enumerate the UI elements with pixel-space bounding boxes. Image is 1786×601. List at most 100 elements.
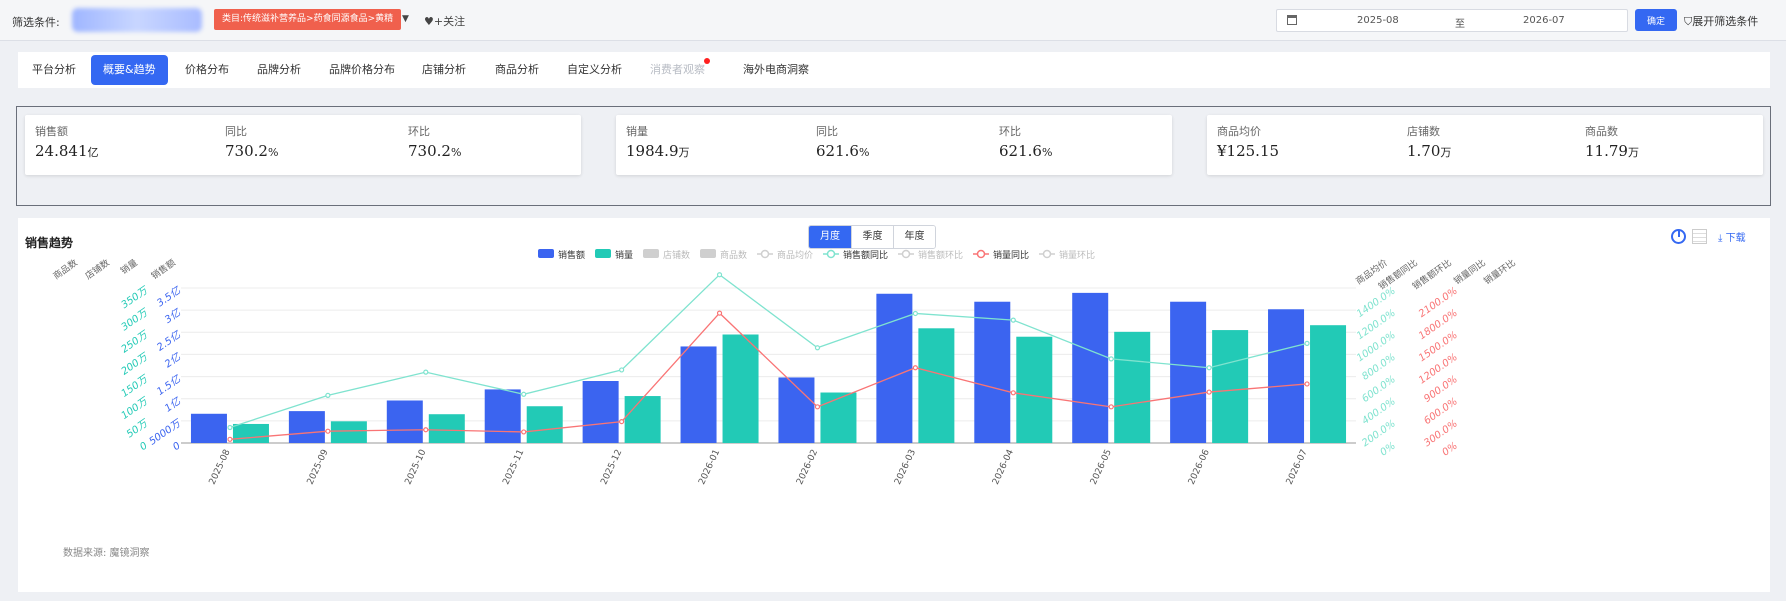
tab-overview-trend[interactable]: 概要&趋势 bbox=[91, 55, 168, 85]
heart-icon: ♥ bbox=[424, 15, 434, 28]
date-end[interactable]: 2026-07 bbox=[1523, 15, 1565, 26]
list-view-icon[interactable] bbox=[1692, 229, 1707, 244]
tab-price-distribution[interactable]: 价格分布 bbox=[185, 63, 229, 76]
right-axis-name: 销量环比 bbox=[1481, 257, 1517, 287]
left-axis-name: 商品数 bbox=[51, 257, 80, 282]
sales-yoy-point bbox=[912, 310, 918, 317]
tab-brand[interactable]: 品牌分析 bbox=[257, 63, 301, 76]
legend-swatch bbox=[901, 249, 911, 259]
legend-swatch bbox=[595, 249, 611, 258]
x-axis-tick: 2026-03 bbox=[893, 448, 918, 486]
sales-yoy-line bbox=[229, 273, 1308, 429]
metric-label: 环比 bbox=[408, 125, 430, 138]
metric-volume-yoy: 同比 621.6% bbox=[816, 123, 869, 160]
legend-label: 销售额 bbox=[558, 249, 585, 261]
metric-value: 1984.9万 bbox=[626, 142, 690, 160]
legend-label: 销售额同比 bbox=[843, 249, 888, 261]
metric-number: 621.6 bbox=[999, 142, 1042, 160]
metric-label: 销售额 bbox=[35, 125, 68, 138]
legend-label: 销量环比 bbox=[1059, 249, 1095, 261]
x-axis-tick: 2025-11 bbox=[501, 448, 526, 486]
metric-number: 24.841 bbox=[35, 142, 88, 160]
chevron-down-icon[interactable]: ▼ bbox=[402, 14, 409, 24]
bar-sales bbox=[1072, 292, 1109, 443]
tab-product[interactable]: 商品分析 bbox=[495, 63, 539, 76]
follow-button[interactable]: ♥+关注 bbox=[424, 13, 465, 29]
sales-axis-tick: 1.5亿 bbox=[155, 373, 184, 398]
confirm-button[interactable]: 确定 bbox=[1635, 9, 1677, 31]
bar-volume bbox=[820, 392, 857, 443]
granularity-month[interactable]: 月度 bbox=[809, 226, 851, 248]
metric-label: 同比 bbox=[225, 125, 247, 138]
metric-unit: 万 bbox=[1440, 146, 1452, 159]
volume-card: 销量 1984.9万 同比 621.6% 环比 621.6% bbox=[616, 115, 1172, 175]
bar-sales bbox=[484, 389, 521, 443]
download-icon: ⤓ bbox=[1718, 233, 1726, 244]
x-axis-tick: 2025-09 bbox=[306, 448, 331, 487]
volume-yoy-point bbox=[912, 365, 918, 371]
legend-label: 销量 bbox=[615, 249, 633, 261]
sales-yoy-axis-tick: 0% bbox=[1378, 440, 1397, 458]
bar-sales bbox=[778, 377, 815, 443]
granularity-year[interactable]: 年度 bbox=[893, 226, 935, 248]
metric-unit: % bbox=[450, 146, 462, 159]
sales-yoy-point bbox=[521, 391, 527, 397]
pie-chart-icon[interactable] bbox=[1671, 229, 1686, 244]
tab-custom[interactable]: 自定义分析 bbox=[567, 63, 622, 76]
metric-unit: % bbox=[267, 146, 279, 159]
category-tag[interactable]: 类目:传统滋补营养品>药食同源食品>黄精 bbox=[214, 9, 402, 30]
legend-swatch bbox=[538, 249, 554, 258]
date-start[interactable]: 2025-08 bbox=[1357, 15, 1399, 26]
granularity-quarter[interactable]: 季度 bbox=[851, 226, 893, 248]
date-range-picker[interactable]: 2025-08 至 2026-07 bbox=[1276, 9, 1628, 32]
follow-label: +关注 bbox=[433, 15, 466, 28]
bar-volume bbox=[526, 406, 563, 443]
x-axis-tick: 2025-10 bbox=[404, 448, 429, 487]
legend-swatch bbox=[976, 249, 986, 259]
sales-axis-tick: 2.5亿 bbox=[155, 328, 184, 353]
left-axis-name: 销售额 bbox=[149, 257, 178, 282]
tab-brand-price[interactable]: 品牌价格分布 bbox=[329, 63, 395, 76]
calendar-icon bbox=[1287, 15, 1297, 25]
metric-unit: % bbox=[1041, 146, 1053, 159]
metric-avg-price: 商品均价 ¥125.15 bbox=[1217, 123, 1279, 160]
sales-yoy-point bbox=[716, 272, 723, 278]
sales-yoy-point bbox=[1304, 340, 1310, 346]
x-axis-tick: 2026-06 bbox=[1187, 448, 1212, 487]
metric-value: 730.2% bbox=[225, 142, 278, 160]
legend-swatch bbox=[1042, 249, 1052, 259]
analysis-tabs: 平台分析 概要&趋势 价格分布 品牌分析 品牌价格分布 店铺分析 商品分析 自定… bbox=[18, 52, 1770, 88]
legend-label: 商品数 bbox=[720, 249, 747, 261]
tab-store[interactable]: 店铺分析 bbox=[422, 63, 466, 76]
metric-volume-mom: 环比 621.6% bbox=[999, 123, 1052, 160]
sales-yoy-point bbox=[814, 345, 821, 351]
bar-volume bbox=[624, 396, 661, 443]
metric-label: 商品数 bbox=[1585, 125, 1618, 138]
tab-platform[interactable]: 平台分析 bbox=[32, 63, 76, 76]
volume-yoy-point bbox=[1108, 404, 1114, 410]
bar-volume bbox=[918, 328, 955, 443]
sales-yoy-point bbox=[227, 424, 233, 431]
sales-yoy-point bbox=[423, 369, 429, 375]
x-axis-tick: 2026-01 bbox=[697, 448, 722, 486]
legend-label: 商品均价 bbox=[777, 249, 813, 261]
volume-axis-tick: 50万 bbox=[125, 417, 152, 440]
metric-value: ¥125.15 bbox=[1217, 142, 1279, 160]
metric-product-count: 商品数 11.79万 bbox=[1585, 123, 1639, 160]
metric-label: 同比 bbox=[816, 125, 838, 138]
blurred-filter-input[interactable] bbox=[72, 8, 202, 32]
x-axis-tick: 2026-02 bbox=[795, 448, 820, 486]
metric-number: ¥125.15 bbox=[1217, 142, 1280, 160]
download-button[interactable]: ⤓ 下载 bbox=[1718, 229, 1746, 244]
metric-sales-mom: 环比 730.2% bbox=[408, 123, 461, 160]
bar-volume bbox=[1016, 336, 1053, 443]
sales-trend-panel: 销售趋势 月度 季度 年度 ⤓ 下载 0 50万 100万 150万 200万 250万 3… bbox=[18, 218, 1770, 592]
sales-yoy-point bbox=[1206, 365, 1212, 371]
left-axis-name: 销量 bbox=[118, 257, 140, 277]
bar-sales bbox=[680, 346, 717, 443]
tab-overseas[interactable]: 海外电商洞察 bbox=[743, 63, 809, 76]
bar-sales bbox=[876, 293, 913, 443]
tab-consumer[interactable]: 消费者观察 bbox=[650, 63, 705, 76]
metric-store-count: 店铺数 1.70万 bbox=[1407, 123, 1451, 160]
expand-filter-button[interactable]: ⛉展开筛选条件 bbox=[1684, 13, 1758, 29]
